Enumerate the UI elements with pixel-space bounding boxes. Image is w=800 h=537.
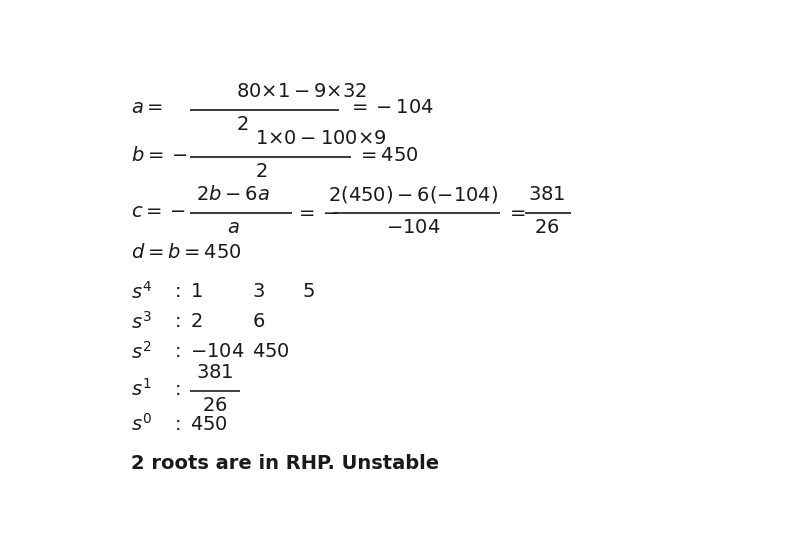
Text: $:$: $:$	[171, 342, 182, 361]
Text: $:$: $:$	[171, 312, 182, 331]
Text: $450$: $450$	[252, 342, 290, 361]
Text: $450$: $450$	[190, 415, 228, 434]
Text: $\mathit{b} = -$: $\mathit{b} = -$	[131, 146, 187, 165]
Text: $\mathit{c} = -$: $\mathit{c} = -$	[131, 202, 186, 221]
Text: $381$: $381$	[196, 363, 234, 382]
Text: $26$: $26$	[534, 218, 559, 237]
Text: $3$: $3$	[252, 282, 265, 301]
Text: $s^1$: $s^1$	[131, 378, 151, 400]
Text: $:$: $:$	[171, 282, 182, 301]
Text: $s^2$: $s^2$	[131, 340, 151, 362]
Text: $-104$: $-104$	[386, 218, 440, 237]
Text: $2$: $2$	[237, 115, 249, 134]
Text: $\mathit{d} = \mathit{b} = 450$: $\mathit{d} = \mathit{b} = 450$	[131, 243, 242, 262]
Text: $= -104$: $= -104$	[348, 98, 434, 118]
Text: 2 roots are in RHP. Unstable: 2 roots are in RHP. Unstable	[131, 454, 439, 473]
Text: $2\mathit{b}-6\mathit{a}$: $2\mathit{b}-6\mathit{a}$	[197, 185, 270, 204]
Text: $-104$: $-104$	[190, 342, 244, 361]
Text: $\mathit{a} =$: $\mathit{a} =$	[131, 98, 163, 118]
Text: $381$: $381$	[528, 185, 565, 204]
Text: $:$: $:$	[171, 380, 182, 398]
Text: $1$: $1$	[190, 282, 202, 301]
Text: $s^3$: $s^3$	[131, 311, 152, 332]
Text: $2$: $2$	[190, 312, 202, 331]
Text: $:$: $:$	[171, 415, 182, 434]
Text: $2$: $2$	[255, 163, 267, 182]
Text: $2(450)-6(-104)$: $2(450)-6(-104)$	[328, 184, 498, 205]
Text: $1{\times}0-100{\times}9$: $1{\times}0-100{\times}9$	[255, 129, 386, 148]
Text: $s^4$: $s^4$	[131, 281, 152, 303]
Text: $80{\times}1-9{\times}32$: $80{\times}1-9{\times}32$	[237, 82, 367, 101]
Text: $= -$: $= -$	[295, 202, 339, 221]
Text: $5$: $5$	[302, 282, 314, 301]
Text: $s^0$: $s^0$	[131, 413, 152, 435]
Text: $6$: $6$	[252, 312, 265, 331]
Text: $26$: $26$	[202, 396, 227, 415]
Text: $\mathit{a}$: $\mathit{a}$	[227, 218, 240, 237]
Text: $=$: $=$	[506, 202, 526, 221]
Text: $= 450$: $= 450$	[358, 146, 419, 165]
